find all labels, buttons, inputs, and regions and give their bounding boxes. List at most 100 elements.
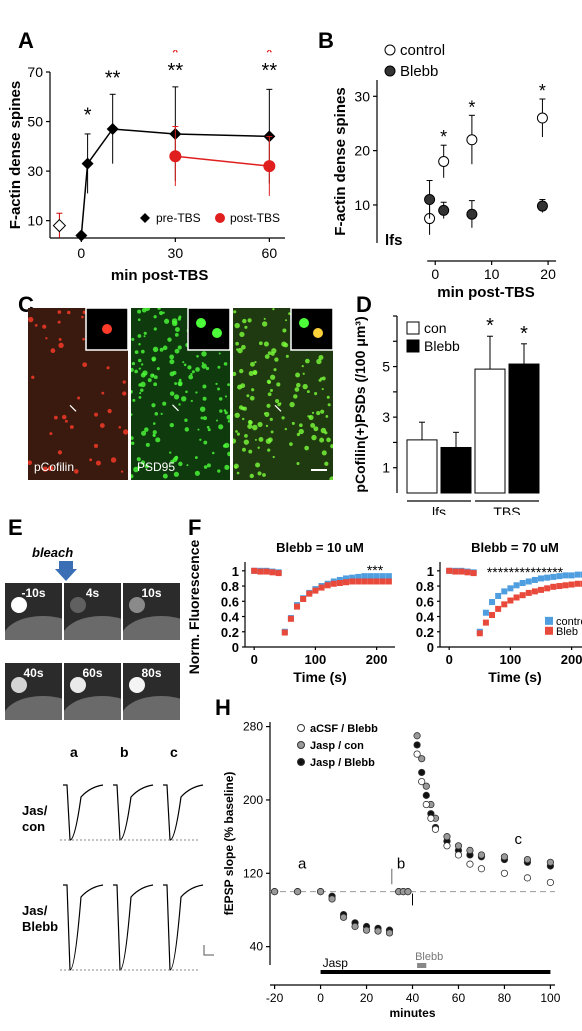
legend-label: Jasp / con: [310, 740, 364, 752]
puncta: [153, 327, 157, 331]
pcofilin-label: pCofilin: [34, 460, 75, 474]
data-point: [538, 575, 545, 582]
data-point: [343, 579, 350, 586]
puncta: [271, 348, 277, 354]
puncta: [276, 382, 281, 387]
puncta: [329, 476, 333, 480]
legend-label-bleb: Bleb: [556, 626, 578, 638]
dendrite: [5, 616, 62, 640]
puncta: [233, 438, 237, 444]
data-point: [270, 888, 279, 896]
puncta: [167, 337, 172, 342]
puncta: [64, 419, 68, 423]
frame-time-label: 80s: [141, 666, 162, 680]
puncta: [252, 424, 258, 431]
data-point: [550, 573, 557, 580]
x-tick-label: 20: [540, 266, 556, 282]
y-tick-label: 1: [382, 460, 390, 476]
significance-marker: *: [84, 105, 92, 127]
puncta: [215, 382, 218, 386]
inset-puncta: [196, 318, 206, 328]
bar-con-TBS: [474, 368, 506, 494]
puncta: [199, 406, 206, 412]
lfs-label: lfs: [385, 232, 403, 249]
data-point: [324, 582, 331, 589]
data-point: [251, 567, 258, 574]
puncta: [152, 433, 156, 437]
data-point: [169, 150, 182, 163]
puncta: [118, 426, 122, 429]
data-point: [312, 587, 319, 594]
y-tick-label: 5: [382, 359, 390, 375]
puncta: [294, 387, 300, 392]
panel-label-d: D: [356, 292, 372, 317]
puncta: [261, 321, 268, 327]
puncta: [140, 388, 144, 392]
puncta: [159, 347, 164, 352]
puncta: [234, 466, 238, 469]
data-point: [458, 568, 465, 575]
puncta: [122, 429, 128, 435]
legend-swatch-blebb: [406, 339, 420, 353]
puncta: [272, 308, 275, 311]
puncta: [170, 459, 175, 464]
puncta: [151, 358, 156, 362]
puncta: [132, 398, 136, 402]
puncta: [73, 469, 79, 474]
bar-Blebb-lfs: [440, 446, 472, 494]
puncta: [239, 331, 245, 337]
y-tick-label: 0.6: [221, 594, 239, 609]
puncta: [247, 423, 253, 429]
puncta: [153, 375, 158, 380]
puncta: [264, 354, 270, 359]
x-axis-label: min post-TBS: [437, 284, 535, 300]
significance-marker: *: [539, 81, 546, 101]
data-point: [513, 582, 520, 589]
data-point: [562, 572, 569, 579]
y-tick-label: 1: [232, 564, 239, 579]
data-point: [466, 134, 478, 146]
data-point: [523, 874, 532, 882]
puncta: [234, 322, 240, 329]
puncta: [139, 392, 142, 395]
puncta: [190, 372, 193, 376]
legend-marker: [297, 741, 305, 749]
significance-marker: **: [168, 60, 184, 82]
puncta: [134, 369, 138, 374]
data-point: [580, 580, 582, 587]
puncta: [137, 465, 141, 469]
x-axis-label: Time (s): [488, 669, 541, 685]
panel-label-f: F: [188, 515, 202, 540]
puncta: [325, 415, 329, 418]
treatment-bar-jasp: [320, 970, 551, 974]
puncta: [131, 362, 136, 366]
spine: [70, 597, 86, 613]
data-point: [544, 574, 551, 581]
x-axis-label: min post-TBS: [111, 267, 209, 284]
data-point: [373, 578, 380, 585]
puncta: [57, 320, 61, 324]
puncta: [169, 371, 175, 377]
y-tick-label: 0.6: [416, 594, 434, 609]
legend-label-con: con: [424, 320, 447, 336]
puncta: [242, 406, 247, 411]
data-point: [544, 585, 551, 592]
puncta: [186, 464, 189, 467]
puncta: [162, 345, 168, 351]
data-point: [269, 569, 276, 576]
legend-swatch-bleb: [545, 626, 553, 635]
data-point: [75, 229, 88, 242]
puncta: [82, 337, 85, 341]
legend-marker-post: [215, 213, 225, 223]
data-point: [424, 194, 436, 206]
epsp-trace: [113, 784, 154, 841]
puncta: [42, 466, 48, 472]
data-point: [507, 597, 514, 604]
puncta: [82, 362, 88, 368]
data-point: [418, 755, 426, 763]
bar-Blebb-TBS: [508, 363, 540, 494]
data-point: [489, 599, 496, 606]
data-point: [454, 851, 463, 859]
data-point: [438, 204, 450, 216]
puncta: [330, 444, 333, 449]
